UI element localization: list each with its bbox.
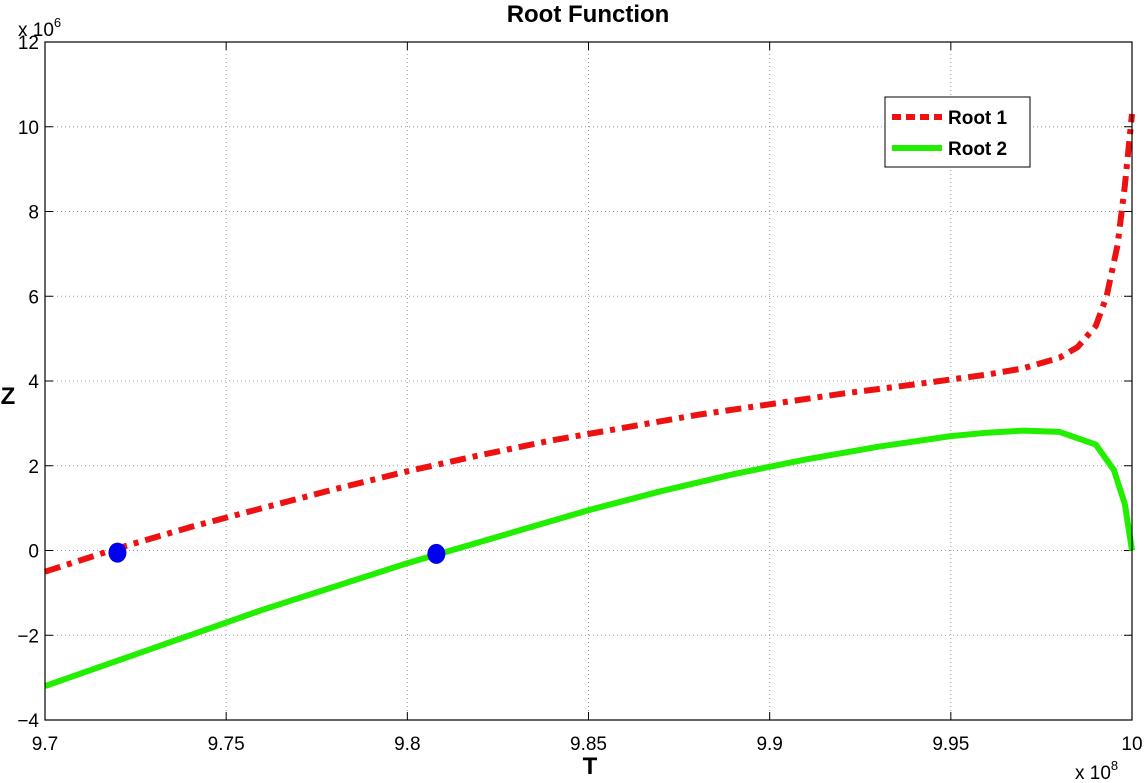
chart-title: Root Function: [507, 1, 670, 28]
x-tick-label: 9.9: [756, 734, 782, 755]
y-tick-label: 0: [28, 542, 39, 563]
y-axis-label: Z: [1, 383, 16, 410]
y-exponent: 6: [54, 15, 61, 30]
root-marker: [108, 542, 127, 563]
y-tick-label: −2: [17, 626, 39, 647]
y-tick-label: 12: [18, 33, 39, 54]
data-markers: [108, 542, 446, 564]
y-tick-label: 2: [28, 457, 39, 478]
grid-lines: [45, 42, 1132, 720]
legend-box: [884, 96, 1031, 168]
x-tick-label: 10: [1121, 734, 1142, 755]
series-lines: [44, 113, 1135, 689]
legend: Root 1 Root 2: [884, 96, 1031, 168]
x-tick-label: 9.95: [932, 734, 969, 755]
y-tick-label: −4: [17, 711, 39, 732]
y-multiplier: x 106: [18, 15, 61, 41]
plot-area-frame: [44, 41, 1133, 721]
x-exponent: 8: [1111, 758, 1118, 773]
y-tick-label: 10: [18, 118, 39, 139]
x-tick-label: 9.8: [394, 734, 420, 755]
y-tick-label: 8: [28, 203, 39, 224]
y-tick-labels: −4 −2 0 2 4 6 8 10 12: [17, 33, 39, 732]
x-tick-label: 9.75: [208, 734, 245, 755]
legend-label-root-2: Root 2: [948, 139, 1007, 160]
x-tick-label: 9.85: [570, 734, 607, 755]
y-tick-label: 4: [28, 372, 39, 393]
x-tick-label: 9.7: [32, 734, 58, 755]
legend-label-root-1: Root 1: [948, 108, 1008, 129]
y-tick-label: 6: [28, 287, 39, 308]
root-marker: [427, 543, 446, 564]
x-multiplier: x 108: [1075, 758, 1118, 783]
series-line-root-2: [44, 427, 1135, 689]
x-axis-label: T: [583, 753, 598, 780]
series-line-root-1: [44, 113, 1135, 575]
x-tick-labels: 9.7 9.75 9.8 9.85 9.9 9.95 10: [32, 734, 1143, 755]
